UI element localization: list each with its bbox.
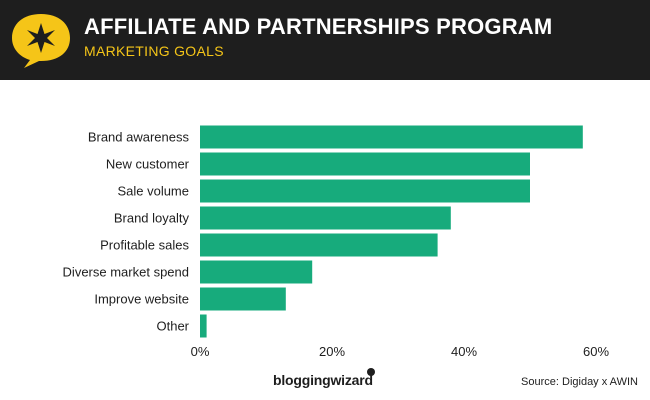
category-label-7: Other — [156, 319, 189, 334]
bar-6 — [200, 287, 286, 311]
x-tick-label-1: 20% — [319, 344, 345, 359]
bars — [200, 125, 583, 338]
page-title: AFFILIATE AND PARTNERSHIPS PROGRAM — [84, 14, 553, 39]
category-label-2: Sale volume — [117, 184, 189, 199]
category-label-6: Improve website — [94, 292, 189, 307]
brand-dot-icon — [367, 368, 375, 376]
x-tick-label-0: 0% — [191, 344, 210, 359]
bar-7 — [200, 314, 207, 338]
bar-1 — [200, 152, 530, 176]
source-note: Source: Digiday x AWIN — [521, 376, 638, 388]
category-labels: Brand awareness New customer Sale volume Br… — [63, 130, 190, 334]
category-label-3: Brand loyalty — [114, 211, 190, 226]
header-banner: AFFILIATE AND PARTNERSHIPS PROGRAM MARKE… — [0, 0, 650, 80]
x-tick-labels: 0% 20% 40% 60% — [191, 344, 610, 359]
category-label-5: Diverse market spend — [63, 265, 189, 280]
x-tick-label-3: 60% — [583, 344, 609, 359]
bar-2 — [200, 179, 530, 203]
category-label-1: New customer — [106, 157, 190, 172]
star-speech-bubble-icon — [12, 14, 70, 68]
x-tick-label-2: 40% — [451, 344, 477, 359]
bar-0 — [200, 125, 583, 149]
bar-3 — [200, 206, 451, 230]
bar-5 — [200, 260, 313, 284]
bar-4 — [200, 233, 438, 257]
page-subtitle: MARKETING GOALS — [84, 43, 224, 59]
brand-logo-text: bloggingwizard — [273, 372, 373, 388]
category-label-4: Profitable sales — [100, 238, 189, 253]
category-label-0: Brand awareness — [88, 130, 190, 145]
bar-chart: Brand awareness New customer Sale volume Br… — [63, 125, 610, 359]
